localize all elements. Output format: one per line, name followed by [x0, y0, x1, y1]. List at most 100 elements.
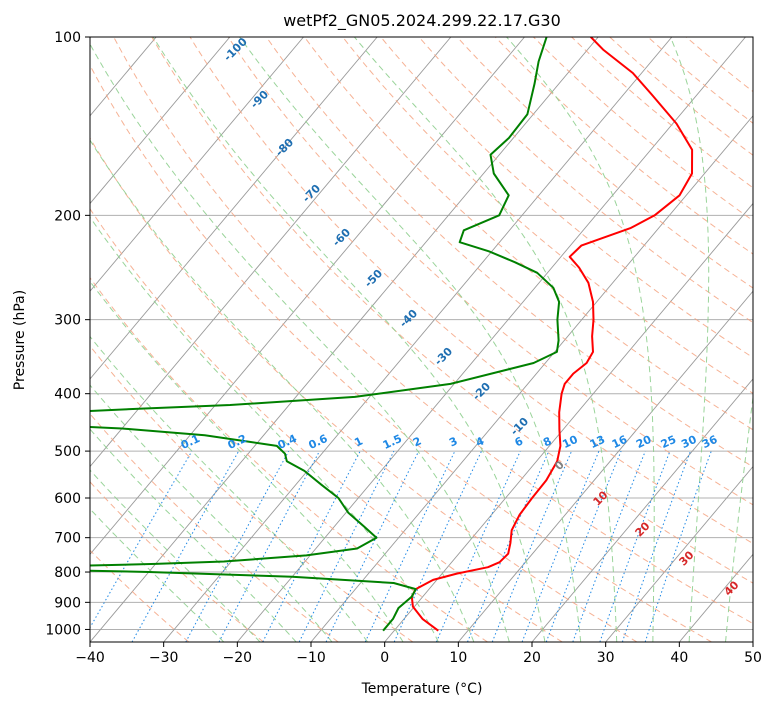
warm-isotherm-label: 40	[722, 578, 742, 598]
isotherm-line	[90, 37, 599, 642]
moist-adiabat-line	[725, 393, 753, 642]
y-tick-label: 300	[54, 313, 81, 329]
x-tick-label: 0	[380, 650, 389, 666]
x-tick-label: −30	[149, 650, 179, 666]
mixing-ratio-line	[621, 450, 691, 642]
mixing-ratio-line	[262, 450, 361, 642]
moist-adiabat-line	[239, 37, 582, 642]
isotherm-line	[752, 641, 753, 642]
y-tick-label: 900	[54, 595, 81, 611]
x-axis-label: Temperature (°C)	[361, 681, 483, 697]
chart-title: wetPf2_GN05.2024.299.22.17.G30	[283, 11, 561, 31]
isotherm-line	[310, 115, 753, 642]
background-lines	[0, 37, 753, 642]
isotherm-label: -100	[221, 35, 250, 64]
isotherm-label: -90	[248, 88, 271, 111]
y-tick-label: 600	[54, 491, 81, 507]
dry-adiabat-line	[90, 64, 712, 642]
moist-adiabat-line	[90, 469, 261, 642]
dry-adiabat-line	[113, 37, 753, 625]
mixing-ratio-line	[218, 450, 320, 642]
isotherm-line	[531, 378, 753, 642]
isotherm-line	[605, 465, 753, 642]
moist-adiabat-line	[90, 139, 475, 642]
mixing-ratio-lines	[90, 450, 712, 642]
mixing-ratio-label: 13	[588, 433, 607, 451]
mixing-ratio-label: 25	[659, 433, 678, 451]
plot-frame	[89, 36, 754, 643]
isotherm-line	[90, 37, 378, 380]
y-tick-label: 100	[54, 30, 81, 46]
mixing-ratio-line	[545, 450, 622, 642]
dry-adiabat-line	[456, 37, 753, 289]
dry-adiabat-line	[90, 137, 638, 642]
isotherm-line	[384, 202, 753, 642]
mixing-ratio-label: 10	[560, 433, 580, 451]
x-tick-label: 50	[744, 650, 762, 666]
isotherm-line	[457, 290, 753, 642]
isotherm-label: -40	[397, 307, 420, 330]
mixing-ratio-line	[599, 450, 671, 642]
isotherm-label: -50	[362, 267, 385, 290]
mixing-ratio-line	[131, 450, 240, 642]
mixing-ratio-line	[90, 450, 193, 629]
dry-adiabat-line	[90, 276, 488, 642]
mixing-ratio-line	[325, 450, 420, 642]
mixing-ratio-label: 36	[700, 433, 720, 451]
isotherm-label: -70	[300, 182, 323, 205]
mixing-ratio-line	[521, 450, 600, 642]
dry-adiabat-line	[571, 37, 753, 189]
isotherm-line	[90, 37, 525, 556]
mixing-ratio-label: 30	[679, 433, 699, 451]
mixing-ratio-line	[298, 450, 395, 642]
axis-ticks: −40 −30 −20 −10 0 10 20 30 40 50 100 200 300 400 500 60…	[45, 30, 762, 666]
dry-adiabat-line	[533, 37, 753, 222]
moist-adiabat-line	[669, 37, 710, 642]
moist-adiabat-line	[506, 37, 655, 642]
isotherm-label: -80	[273, 136, 296, 159]
mixing-ratio-line	[393, 450, 482, 642]
moist-adiabat-line	[152, 37, 546, 642]
isotherm-line	[90, 37, 231, 205]
x-tick-label: 20	[523, 650, 541, 666]
moist-adiabat-line	[90, 43, 510, 642]
isotherm-line	[236, 37, 746, 642]
dry-adiabat-line	[90, 413, 339, 642]
x-tick-label: 40	[670, 650, 688, 666]
isotherm-label: -10	[508, 415, 531, 438]
mixing-ratio-label: 3	[447, 434, 459, 449]
moist-adiabat-line	[90, 508, 225, 642]
y-tick-label: 700	[54, 531, 81, 547]
isotherm-line	[678, 553, 753, 642]
isotherm-line	[90, 37, 452, 468]
x-tick-label: −20	[223, 650, 253, 666]
warm-isotherm-label: 10	[591, 488, 611, 508]
y-tick-label: 800	[54, 565, 81, 581]
dry-adiabat-line	[90, 207, 563, 642]
dry-adiabat-line	[90, 549, 190, 642]
temperature-trace	[410, 37, 694, 632]
moist-adiabat-line	[90, 384, 333, 642]
mixing-ratio-line	[572, 450, 646, 642]
mixing-ratio-label: 0.4	[276, 432, 299, 452]
isotherm-line	[0, 37, 9, 642]
mixing-ratio-line	[644, 450, 712, 642]
y-tick-label: 400	[54, 387, 81, 403]
warm-isotherm-label: 30	[677, 548, 697, 568]
moist-adiabat-line	[90, 428, 297, 642]
dry-adiabat-line	[227, 37, 753, 506]
mixing-ratio-label: 8	[541, 434, 553, 449]
mixing-ratio-label: 2	[411, 434, 423, 449]
mixing-ratio-label: 16	[610, 433, 630, 451]
mixing-ratio-label: 20	[634, 433, 654, 451]
isotherm-label: -30	[432, 345, 455, 368]
mixing-ratio-label: 4	[474, 434, 487, 449]
dry-adiabat-line	[304, 37, 753, 431]
x-tick-label: 30	[597, 650, 615, 666]
warm-isotherm-label: 20	[633, 519, 653, 539]
mixing-ratio-label: 0.2	[226, 432, 249, 452]
dry-adiabat-line	[494, 37, 753, 255]
moist-adiabat-line	[354, 37, 618, 642]
mixing-ratio-line	[435, 450, 521, 642]
